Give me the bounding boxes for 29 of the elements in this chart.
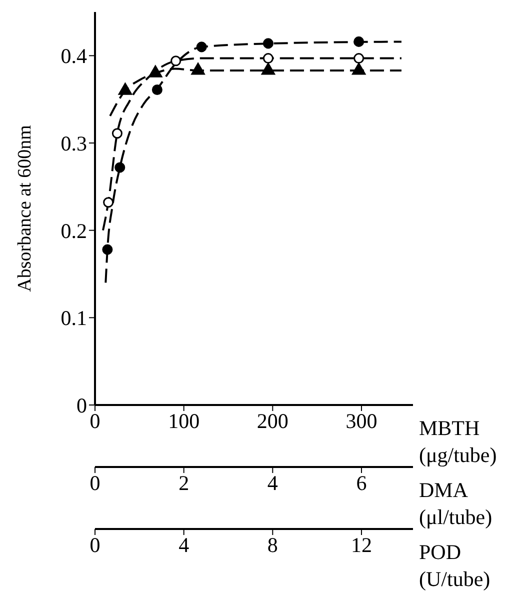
x-tick-label: 100 — [168, 408, 200, 433]
x-axis-title: MBTH (μg/tube) — [419, 416, 497, 467]
point — [114, 162, 126, 173]
y-tick-label: 0.3 — [60, 131, 87, 156]
point — [262, 38, 274, 49]
y-tick-label: 0.2 — [60, 218, 87, 243]
text: 4 — [178, 532, 190, 557]
text: 12 — [350, 532, 372, 557]
x-tick-label: 300 — [346, 408, 378, 433]
y-tick-label: 0.1 — [60, 306, 87, 330]
y-tick-label: 0 — [76, 393, 87, 418]
y-axis-title: Absorbance at 600nm — [14, 124, 36, 292]
x2-tick-label: 6 — [356, 470, 367, 495]
x-tick-label: 200 — [256, 408, 288, 433]
point — [354, 53, 364, 64]
point — [103, 197, 114, 208]
text: POD (U/tube) — [419, 540, 490, 591]
point — [152, 84, 162, 95]
point — [196, 42, 207, 52]
x2-tick-label: 2 — [178, 470, 190, 495]
text: 8 — [267, 532, 278, 557]
y-tick-label: 0.4 — [60, 44, 88, 68]
point — [354, 36, 364, 47]
x2-tick-label: 4 — [267, 470, 278, 495]
point — [102, 244, 113, 255]
point — [112, 128, 122, 139]
point — [170, 56, 182, 66]
x2-axis-title: DMA (μl/tube) — [419, 478, 492, 529]
point — [262, 53, 274, 64]
